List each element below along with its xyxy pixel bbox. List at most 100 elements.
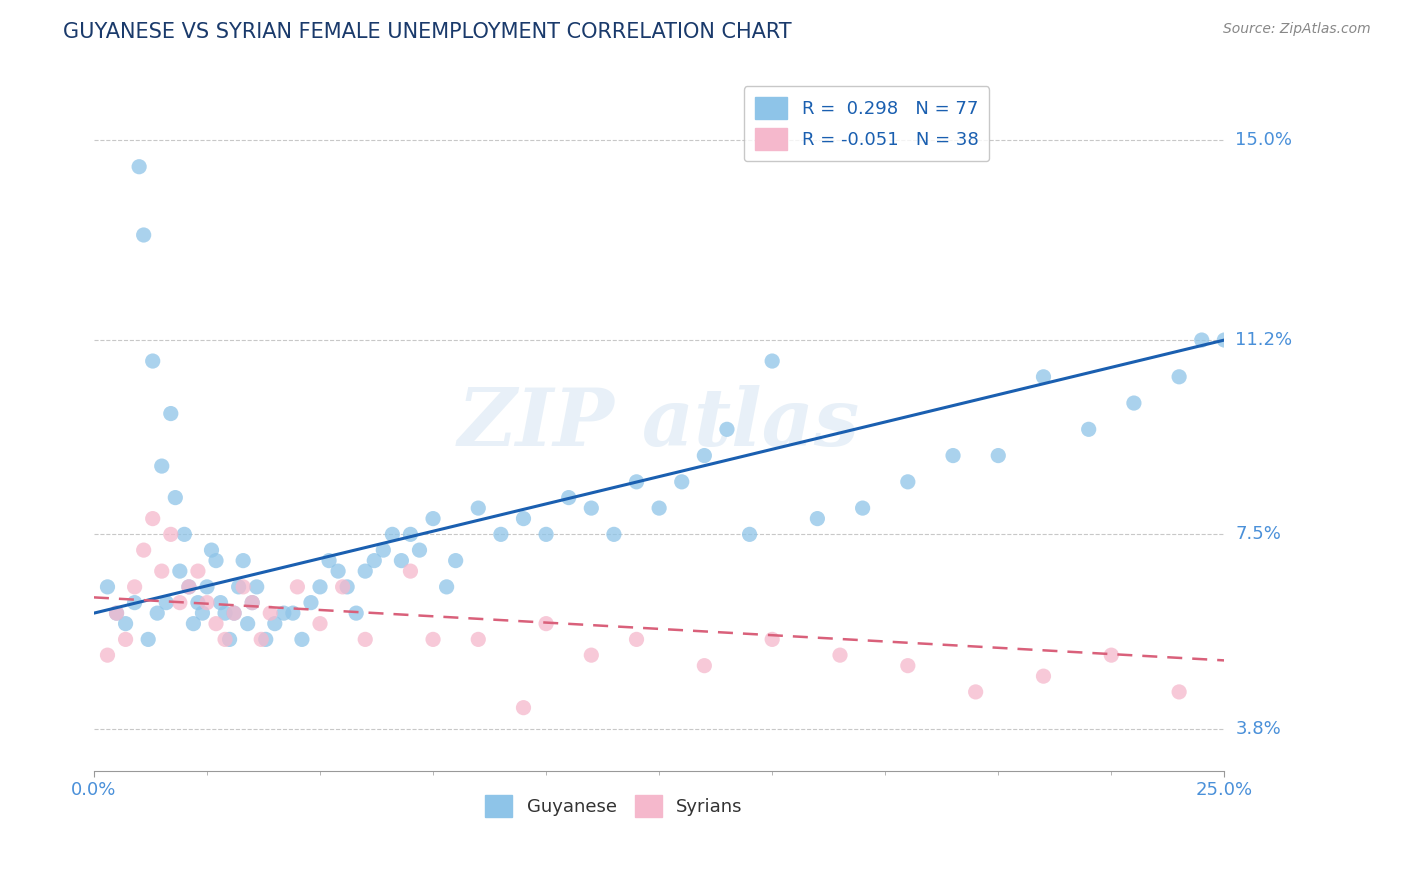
Point [987,449,1010,463]
Point [422,511,444,525]
Point [195,580,218,594]
Point [309,616,332,631]
Point [806,511,828,525]
Point [897,475,920,489]
Point [489,527,512,541]
Point [512,511,534,525]
Point [299,596,322,610]
Point [422,632,444,647]
Point [132,543,155,558]
Point [942,449,965,463]
Point [218,632,240,647]
Point [318,553,340,567]
Point [1168,685,1191,699]
Point [191,606,214,620]
Point [581,501,603,516]
Point [512,700,534,714]
Point [254,632,277,647]
Point [626,632,648,647]
Point [183,616,205,631]
Point [716,422,738,436]
Point [1032,369,1054,384]
Point [363,553,385,567]
Point [1213,333,1236,347]
Point [209,596,232,610]
Point [124,580,146,594]
Point [344,606,367,620]
Point [381,527,404,541]
Point [200,543,222,558]
Point [965,685,987,699]
Point [128,160,150,174]
Point [232,580,254,594]
Legend: Guyanese, Syrians: Guyanese, Syrians [478,788,749,824]
Text: GUYANESE VS SYRIAN FEMALE UNEMPLOYMENT CORRELATION CHART: GUYANESE VS SYRIAN FEMALE UNEMPLOYMENT C… [63,22,792,42]
Point [124,596,146,610]
Point [354,632,377,647]
Point [581,648,603,662]
Point [96,648,118,662]
Point [240,596,263,610]
Point [142,354,165,368]
Point [263,616,285,631]
Point [897,658,920,673]
Point [1032,669,1054,683]
Point [693,449,716,463]
Point [332,580,354,594]
Point [177,580,200,594]
Point [150,459,173,474]
Point [399,527,422,541]
Point [671,475,693,489]
Text: ZIP atlas: ZIP atlas [458,385,860,463]
Point [287,580,309,594]
Point [205,553,228,567]
Point [114,632,136,647]
Point [136,632,159,647]
Point [389,553,412,567]
Point [187,596,209,610]
Point [761,632,783,647]
Point [852,501,875,516]
Point [326,564,349,578]
Point [373,543,395,558]
Point [354,564,377,578]
Point [224,606,246,620]
Point [114,616,136,631]
Point [436,580,458,594]
Point [1077,422,1099,436]
Point [96,580,118,594]
Point [399,564,422,578]
Point [1099,648,1122,662]
Point [214,606,236,620]
Point [187,564,209,578]
Text: 3.8%: 3.8% [1236,720,1281,738]
Point [177,580,200,594]
Point [250,632,273,647]
Point [236,616,259,631]
Point [150,564,173,578]
Point [214,632,236,647]
Point [626,475,648,489]
Point [105,606,128,620]
Point [281,606,304,620]
Point [155,596,177,610]
Point [648,501,671,516]
Point [132,227,155,242]
Point [336,580,359,594]
Point [105,606,128,620]
Point [1168,369,1191,384]
Point [259,606,281,620]
Point [603,527,626,541]
Point [534,527,557,541]
Point [205,616,228,631]
Point [273,606,295,620]
Point [173,527,195,541]
Point [159,527,181,541]
Point [165,491,187,505]
Text: 11.2%: 11.2% [1236,331,1292,349]
Point [408,543,430,558]
Point [146,606,169,620]
Point [467,632,489,647]
Point [142,511,165,525]
Point [195,596,218,610]
